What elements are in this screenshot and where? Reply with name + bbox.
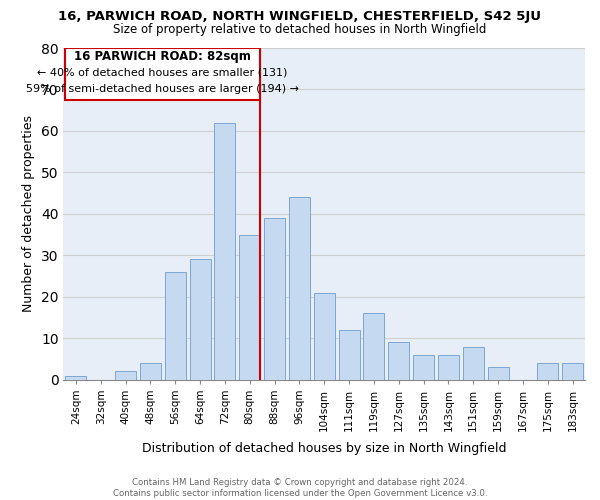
Bar bbox=[314, 292, 335, 380]
Text: Contains HM Land Registry data © Crown copyright and database right 2024.
Contai: Contains HM Land Registry data © Crown c… bbox=[113, 478, 487, 498]
Text: ← 40% of detached houses are smaller (131): ← 40% of detached houses are smaller (13… bbox=[37, 67, 287, 77]
Y-axis label: Number of detached properties: Number of detached properties bbox=[22, 116, 35, 312]
Text: Size of property relative to detached houses in North Wingfield: Size of property relative to detached ho… bbox=[113, 22, 487, 36]
X-axis label: Distribution of detached houses by size in North Wingfield: Distribution of detached houses by size … bbox=[142, 442, 506, 455]
Text: 16, PARWICH ROAD, NORTH WINGFIELD, CHESTERFIELD, S42 5JU: 16, PARWICH ROAD, NORTH WINGFIELD, CHEST… bbox=[59, 10, 542, 23]
Bar bbox=[562, 363, 583, 380]
Bar bbox=[537, 363, 559, 380]
Bar bbox=[140, 363, 161, 380]
Bar bbox=[289, 198, 310, 380]
Bar bbox=[190, 260, 211, 380]
Bar bbox=[364, 314, 385, 380]
Bar bbox=[438, 355, 459, 380]
Bar bbox=[164, 272, 186, 380]
Bar bbox=[264, 218, 285, 380]
Bar bbox=[115, 372, 136, 380]
Bar bbox=[214, 122, 235, 380]
Bar bbox=[65, 376, 86, 380]
FancyBboxPatch shape bbox=[65, 48, 260, 100]
Bar bbox=[463, 346, 484, 380]
Bar bbox=[239, 234, 260, 380]
Bar bbox=[388, 342, 409, 380]
Bar bbox=[488, 368, 509, 380]
Bar bbox=[338, 330, 359, 380]
Bar bbox=[413, 355, 434, 380]
Text: 16 PARWICH ROAD: 82sqm: 16 PARWICH ROAD: 82sqm bbox=[74, 50, 251, 63]
Text: 59% of semi-detached houses are larger (194) →: 59% of semi-detached houses are larger (… bbox=[26, 84, 299, 94]
